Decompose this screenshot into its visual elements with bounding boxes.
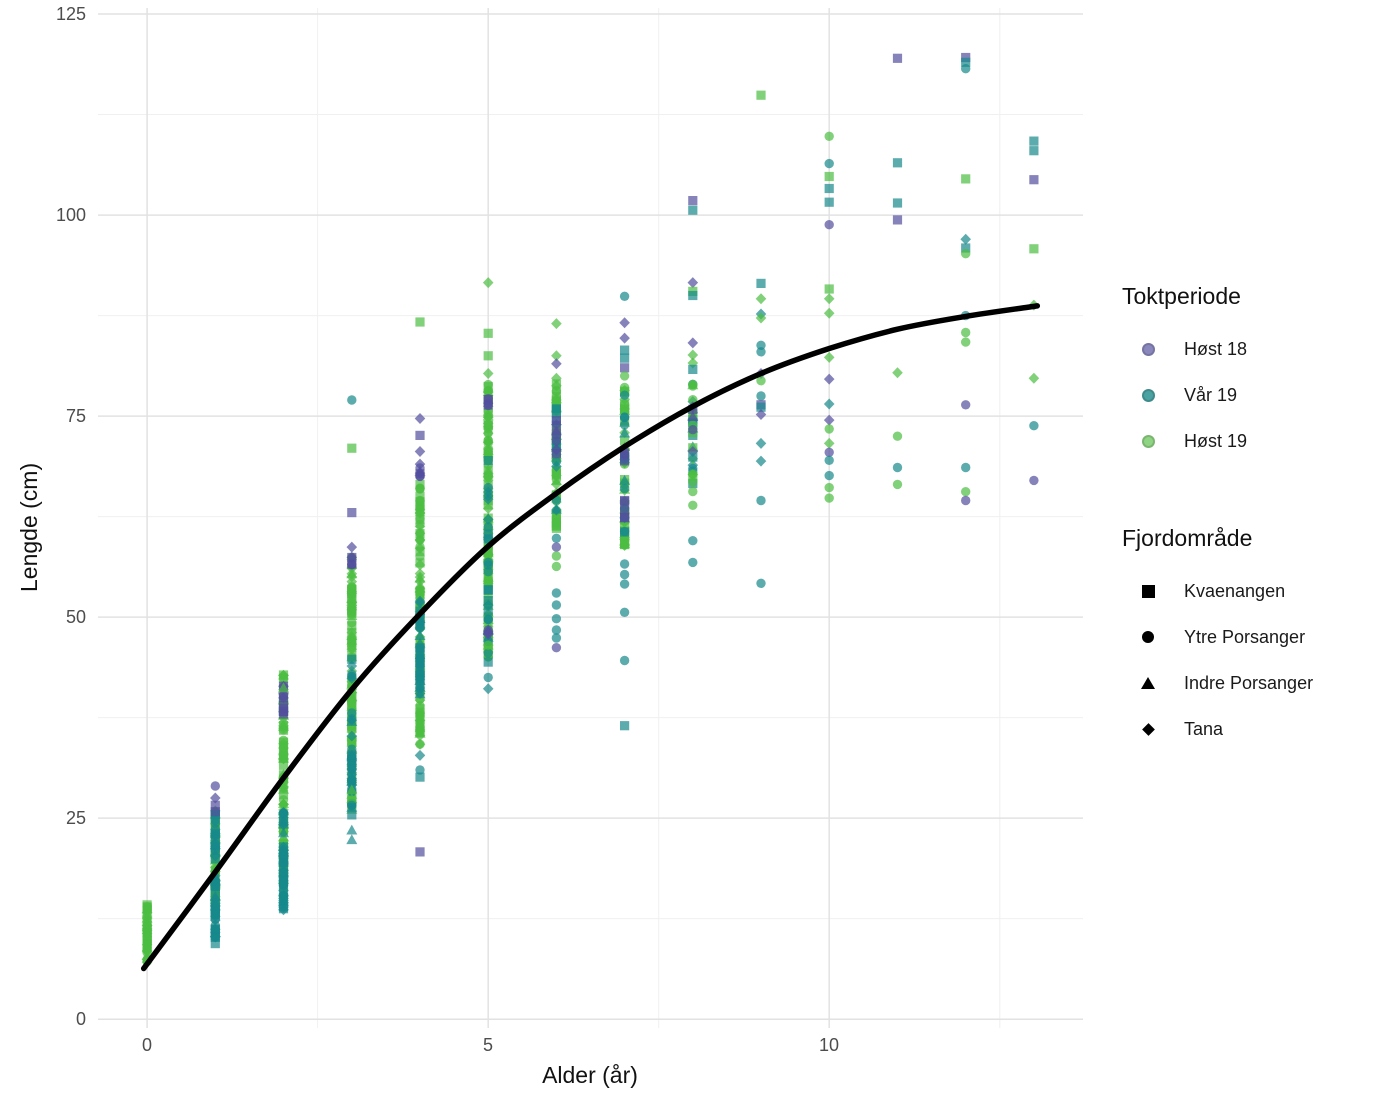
legend-label-hoest-19: Høst 19 xyxy=(1184,430,1248,451)
kvaenangen-square-icon xyxy=(1141,584,1155,598)
legend-label-indre-porsanger: Indre Porsanger xyxy=(1184,672,1314,693)
legend-item-kvaenangen: Kvaenangen xyxy=(1122,568,1313,614)
legend-title-toktperiode: Toktperiode xyxy=(1122,283,1241,309)
legend-label-hoest-18: Høst 18 xyxy=(1184,338,1248,359)
y-tick-label: 100 xyxy=(55,205,86,225)
legend-label-kvaenangen: Kvaenangen xyxy=(1184,580,1286,601)
data-points xyxy=(141,52,1040,968)
grid-minor xyxy=(98,8,1083,1028)
legend-label-tana: Tana xyxy=(1184,718,1224,739)
legend-item-vaar-19: Vår 19 xyxy=(1122,372,1247,418)
keybox xyxy=(1132,342,1164,356)
y-tick-label: 125 xyxy=(55,4,86,24)
x-tick-label: 5 xyxy=(482,1035,493,1055)
legend-toktperiode: Toktperiode Høst 18 Vår 19 Høst 19 xyxy=(1122,283,1247,464)
y-tick-label: 0 xyxy=(75,1009,86,1029)
y-tick-label: 25 xyxy=(65,808,86,828)
keybox xyxy=(1132,388,1164,402)
tana-diamond-icon xyxy=(1141,722,1155,736)
y-tick-label: 50 xyxy=(65,607,86,627)
y-tick-label: 75 xyxy=(65,406,86,426)
y-axis-title: Lengde (cm) xyxy=(16,462,42,592)
keybox xyxy=(1132,434,1164,448)
legend-title-fjordomrade: Fjordområde xyxy=(1122,525,1253,551)
legend-label-ytre-porsanger: Ytre Porsanger xyxy=(1184,626,1306,647)
legend-item-indre-porsanger: Indre Porsanger xyxy=(1122,660,1313,706)
x-tick-label: 0 xyxy=(141,1035,152,1055)
growth-curve xyxy=(140,303,1041,972)
legend-item-ytre-porsanger: Ytre Porsanger xyxy=(1122,614,1313,660)
keybox xyxy=(1132,677,1164,689)
x-axis-title: Alder (år) xyxy=(542,1062,638,1088)
keybox xyxy=(1132,631,1164,643)
ytre-porsanger-circle-icon xyxy=(1142,631,1154,643)
vaar-19-color-dot-icon xyxy=(1141,388,1155,402)
hoest-18-color-dot-icon xyxy=(1141,342,1155,356)
legend-item-hoest-18: Høst 18 xyxy=(1122,326,1247,372)
legend-fjordomrade: Fjordområde Kvaenangen Ytre Porsanger In… xyxy=(1122,525,1313,752)
legend-label-vaar-19: Vår 19 xyxy=(1184,384,1238,405)
grid-major xyxy=(98,8,1083,1028)
x-tick-label: 10 xyxy=(818,1035,840,1055)
indre-porsanger-triangle-icon xyxy=(1141,677,1155,689)
keybox xyxy=(1132,584,1164,598)
legend-item-hoest-19: Høst 19 xyxy=(1122,418,1247,464)
hoest-19-color-dot-icon xyxy=(1141,434,1155,448)
legend-item-tana: Tana xyxy=(1122,706,1313,752)
keybox xyxy=(1132,722,1164,736)
